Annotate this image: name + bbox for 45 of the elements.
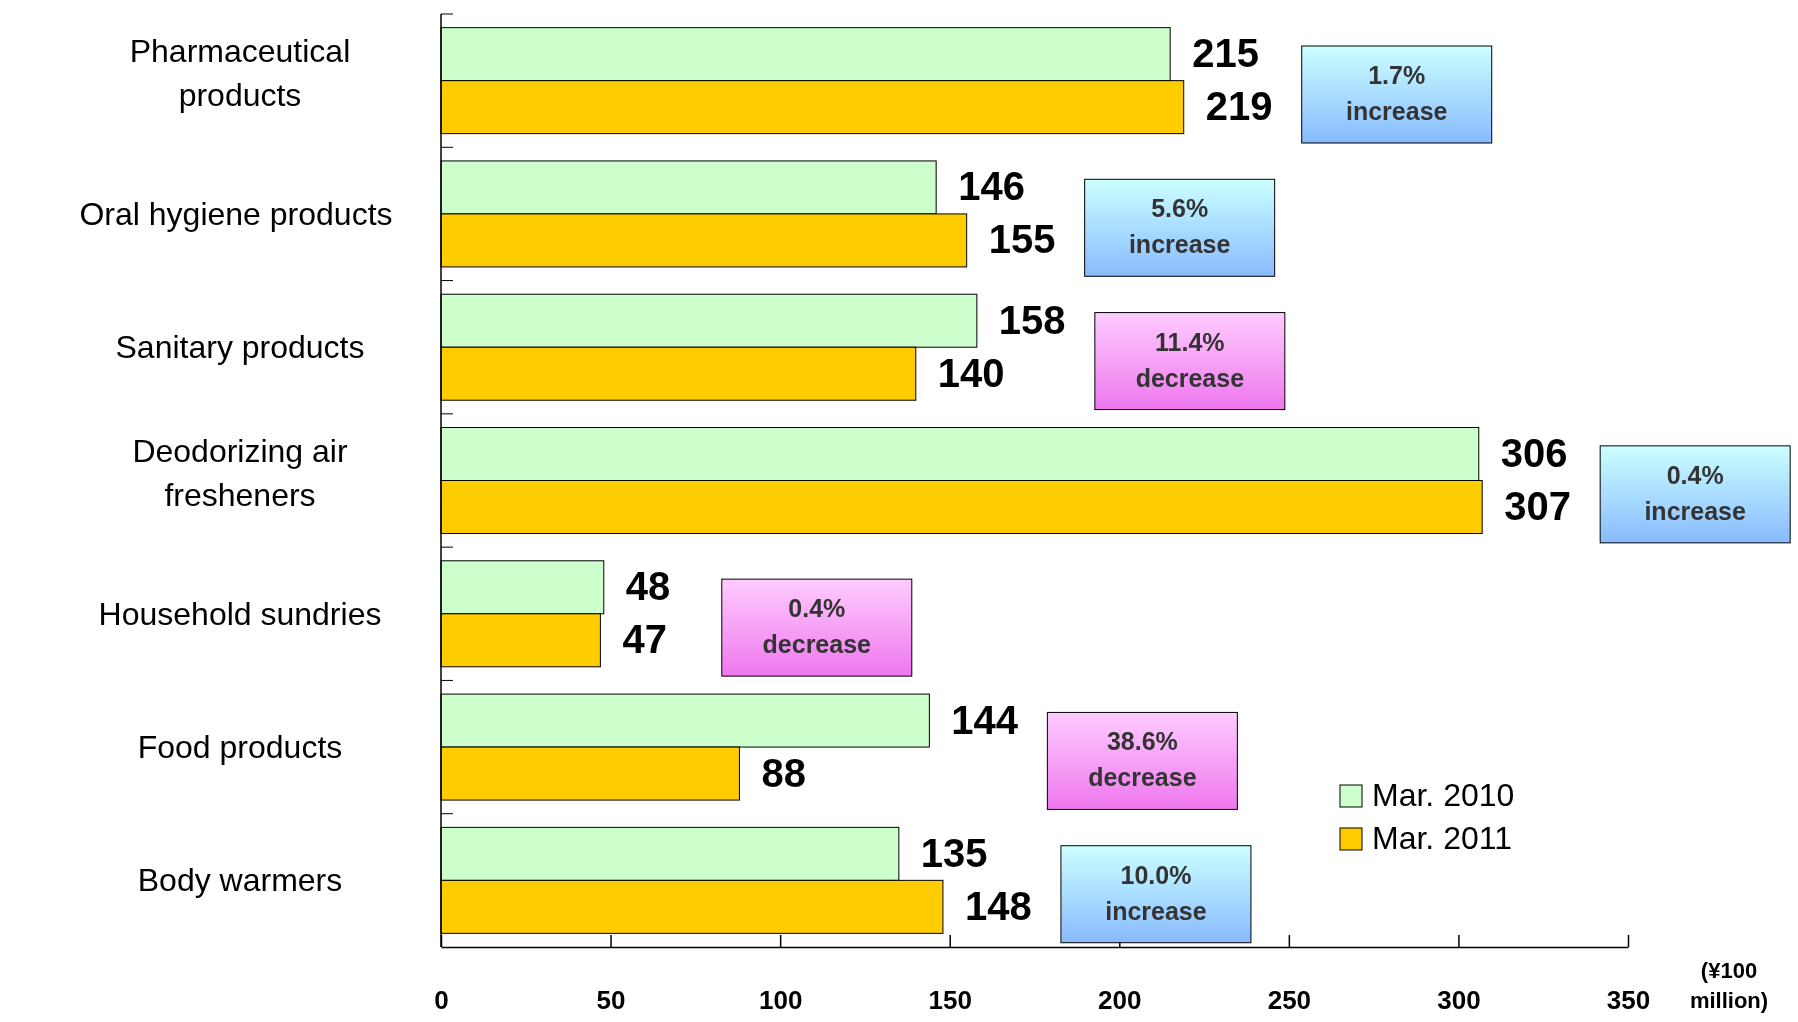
annotation: 1.7% increase	[1345, 61, 1448, 125]
x-axis-title: (¥100 million)	[1689, 958, 1769, 1013]
x-tick-label: 50	[596, 985, 626, 1016]
callout-box: 5.6% increase	[1084, 178, 1276, 277]
x-tick-label: 350	[1606, 985, 1651, 1016]
annotation: 38.6% decrease	[1088, 727, 1197, 792]
data-label: 219	[1205, 84, 1273, 129]
callout-box: 0.4% decrease	[721, 578, 913, 677]
data-label: 307	[1504, 484, 1571, 528]
callout-box: 1.7% increase	[1301, 45, 1493, 144]
x-tick-label: 150	[928, 985, 972, 1016]
data-label: 158	[998, 297, 1066, 342]
annotation: 10.0% increase	[1105, 860, 1207, 925]
y-tick-label: Food products	[137, 729, 343, 766]
annotation: 0.4% decrease	[762, 594, 872, 659]
annotation: 5.6% increase	[1128, 194, 1231, 259]
data-label: 146	[958, 164, 1025, 209]
x-tick-label: 100	[758, 985, 803, 1016]
data-label: 155	[988, 217, 1056, 262]
data-label: 140	[937, 350, 1005, 395]
y-tick-label: Oral hygiene products	[79, 195, 393, 232]
data-label: 215	[1192, 31, 1259, 76]
legend-label: Mar. 2010	[1372, 777, 1515, 813]
data-label: 47	[622, 617, 667, 662]
y-tick-label: Deodorizing air fresheners	[132, 432, 348, 513]
x-tick-label: 250	[1267, 985, 1312, 1016]
y-tick-label: Household sundries	[98, 595, 382, 632]
callout-box: 10.0% increase	[1060, 845, 1252, 944]
x-tick-label: 200	[1098, 985, 1142, 1016]
data-label: 135	[920, 830, 988, 875]
y-tick-label: Sanitary products	[115, 329, 365, 366]
data-label: 88	[761, 750, 806, 795]
callout-box: 0.4% increase	[1599, 445, 1791, 544]
data-label: 306	[1500, 431, 1568, 475]
x-tick-label: 0	[434, 985, 449, 1016]
y-tick-label: Pharmaceutical products	[129, 32, 351, 113]
legend-label: Mar. 2011	[1372, 820, 1512, 856]
data-label: 148	[964, 883, 1032, 928]
annotation: 11.4% decrease	[1135, 327, 1245, 392]
data-label: 144	[951, 697, 1019, 742]
callout-box: 38.6% decrease	[1046, 711, 1238, 810]
callout-box: 11.4% decrease	[1094, 312, 1286, 411]
data-label: 48	[625, 564, 671, 609]
x-tick-label: 300	[1437, 985, 1481, 1016]
y-tick-label: Body warmers	[137, 862, 343, 899]
